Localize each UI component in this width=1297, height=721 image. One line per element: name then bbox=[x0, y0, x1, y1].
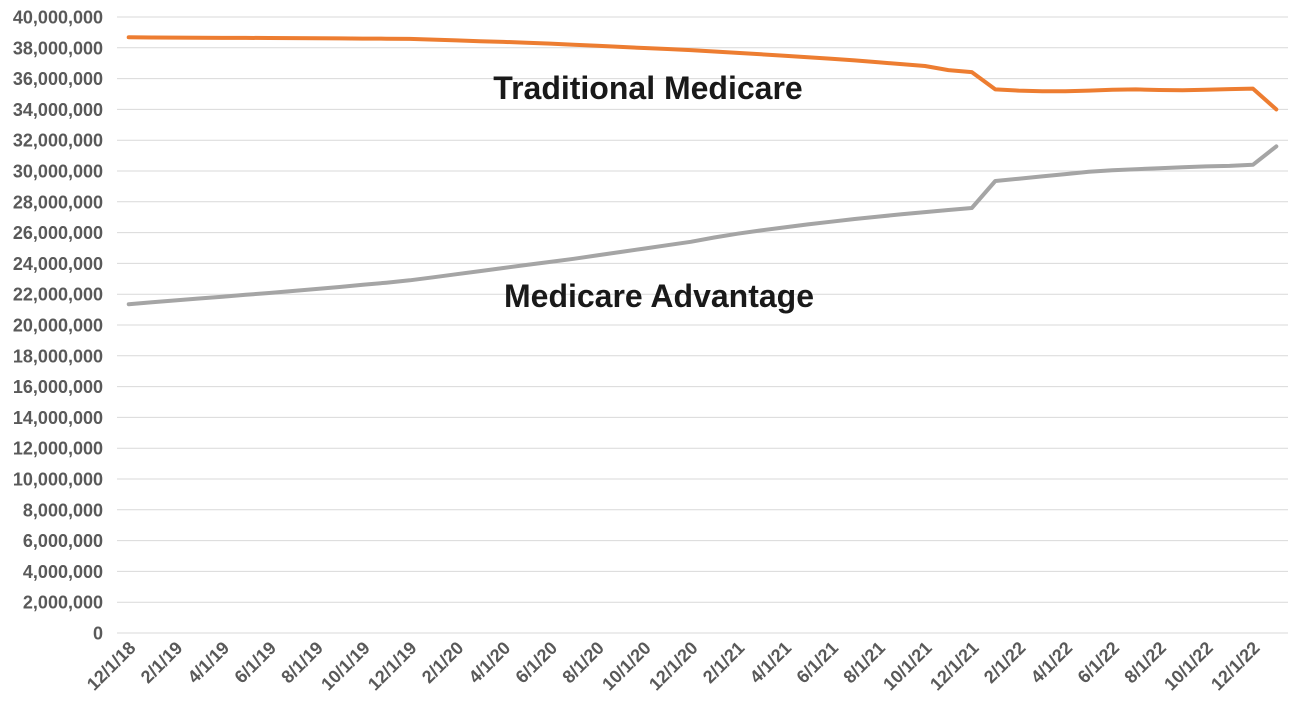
x-axis-tick-label: 12/1/22 bbox=[1207, 638, 1264, 695]
x-axis-tick-label: 2/1/22 bbox=[980, 638, 1030, 688]
y-axis-tick-label: 0 bbox=[93, 624, 103, 644]
y-axis-tick-label: 6,000,000 bbox=[23, 531, 103, 551]
x-axis-tick-label: 10/1/22 bbox=[1160, 638, 1217, 695]
traditional-medicare-line bbox=[126, 35, 1279, 112]
y-axis-tick-label: 14,000,000 bbox=[13, 408, 103, 428]
y-axis-tick-label: 28,000,000 bbox=[13, 192, 103, 212]
x-axis-tick-label: 4/1/22 bbox=[1027, 638, 1077, 688]
x-axis-tick-label: 2/1/19 bbox=[137, 638, 187, 688]
y-axis-tick-label: 10,000,000 bbox=[13, 470, 103, 490]
x-axis-tick-label: 2/1/21 bbox=[699, 638, 749, 688]
x-axis-tick-label: 12/1/19 bbox=[364, 638, 421, 695]
series-label-medicare-advantage: Medicare Advantage bbox=[504, 278, 814, 314]
y-axis-tick-label: 36,000,000 bbox=[13, 69, 103, 89]
y-axis-tick-label: 40,000,000 bbox=[13, 8, 103, 28]
x-axis-tick-label: 12/1/20 bbox=[645, 638, 702, 695]
x-axis-tick-label: 10/1/20 bbox=[598, 638, 655, 695]
y-axis-tick-label: 24,000,000 bbox=[13, 254, 103, 274]
y-axis-tick-label: 30,000,000 bbox=[13, 162, 103, 182]
x-axis-tick-label: 4/1/21 bbox=[746, 638, 796, 688]
y-axis-tick-label: 32,000,000 bbox=[13, 131, 103, 151]
y-axis-tick-label: 22,000,000 bbox=[13, 285, 103, 305]
y-axis-tick-label: 2,000,000 bbox=[23, 593, 103, 613]
y-axis-tick-label: 38,000,000 bbox=[13, 38, 103, 58]
series-label-traditional-medicare: Traditional Medicare bbox=[493, 70, 802, 106]
y-axis-tick-label: 18,000,000 bbox=[13, 346, 103, 366]
x-axis-tick-label: 10/1/21 bbox=[879, 638, 936, 695]
x-axis-tick-label: 2/1/20 bbox=[418, 638, 468, 688]
y-axis-tick-label: 20,000,000 bbox=[13, 316, 103, 336]
y-axis-tick-label: 34,000,000 bbox=[13, 100, 103, 120]
x-axis-tick-label: 6/1/22 bbox=[1074, 638, 1124, 688]
x-axis-tick-label: 12/1/21 bbox=[926, 638, 983, 695]
x-axis-tick-label: 6/1/21 bbox=[793, 638, 843, 688]
y-axis-tick-label: 4,000,000 bbox=[23, 562, 103, 582]
x-axis-tick-label: 10/1/19 bbox=[317, 638, 374, 695]
y-axis-tick-label: 26,000,000 bbox=[13, 223, 103, 243]
x-axis-tick-label: 6/1/20 bbox=[512, 638, 562, 688]
x-axis-tick-label: 4/1/19 bbox=[184, 638, 234, 688]
y-axis-tick-label: 12,000,000 bbox=[13, 439, 103, 459]
x-axis-tick-label: 4/1/20 bbox=[465, 638, 515, 688]
y-axis-tick-label: 16,000,000 bbox=[13, 377, 103, 397]
x-axis-tick-label: 12/1/18 bbox=[83, 638, 140, 695]
medicare-advantage-line bbox=[126, 144, 1279, 307]
y-axis-tick-label: 8,000,000 bbox=[23, 500, 103, 520]
x-axis-tick-label: 6/1/19 bbox=[231, 638, 281, 688]
